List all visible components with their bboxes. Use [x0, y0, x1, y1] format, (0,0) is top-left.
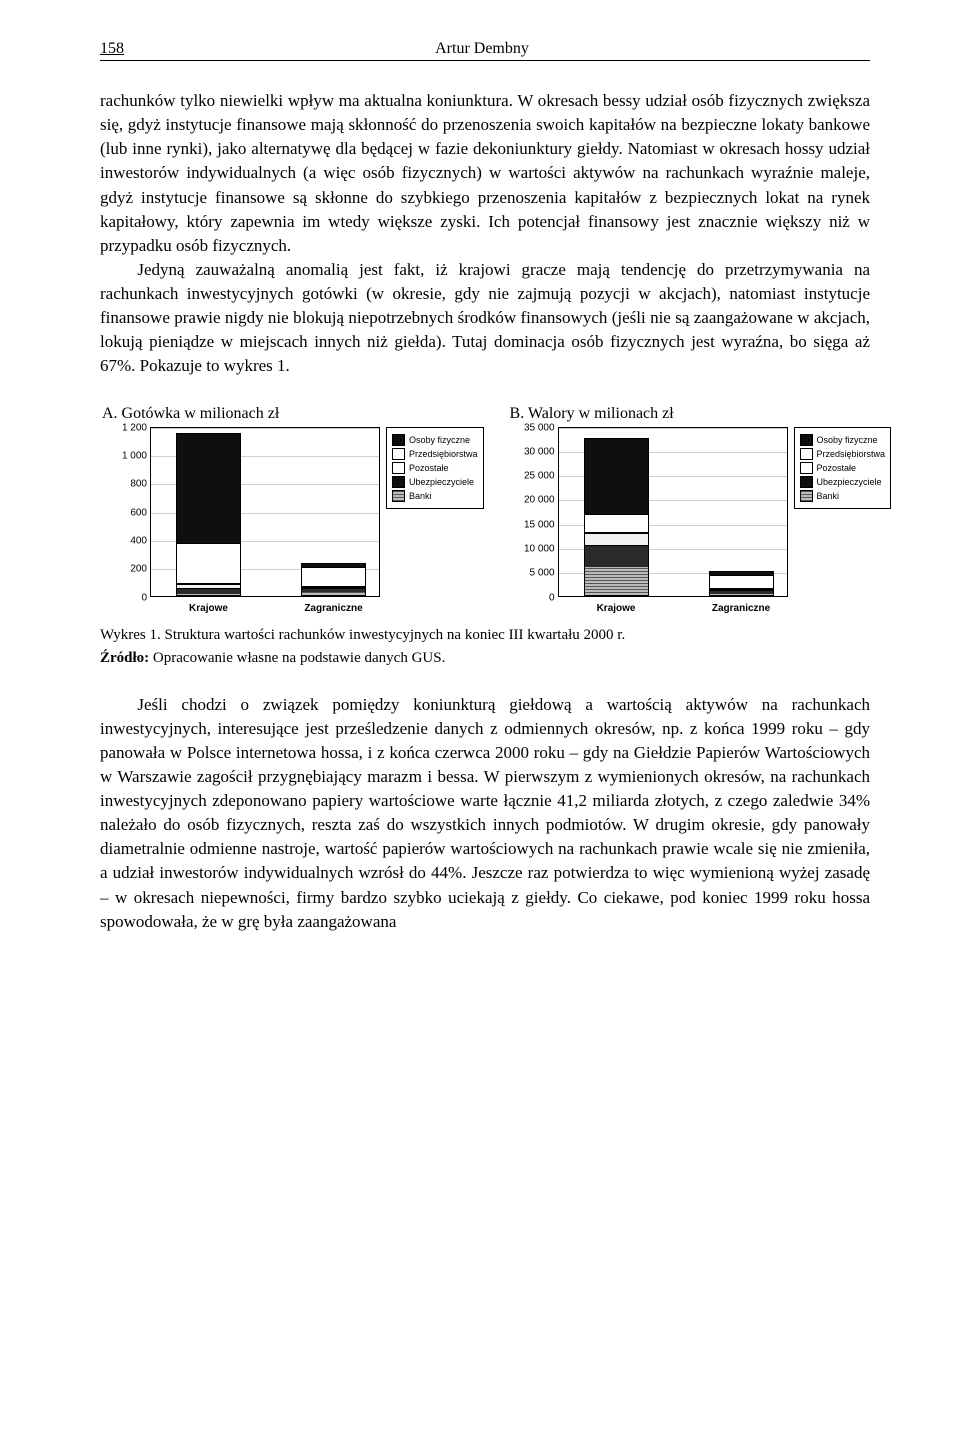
chart-a-panel: A. Gotówka w milionach zł 02004006008001…	[100, 405, 484, 597]
bar-stack	[584, 438, 649, 596]
ytick-label: 800	[101, 479, 147, 490]
ytick-label: 600	[101, 507, 147, 518]
legend-row: Ubezpieczyciele	[800, 476, 886, 488]
bar-segment-osoby_fizyczne	[585, 439, 648, 514]
ytick-label: 200	[101, 564, 147, 575]
paragraph-3: Jeśli chodzi o związek pomiędzy koniunkt…	[100, 693, 870, 934]
ytick-label: 25 000	[509, 471, 555, 482]
figure-source: Źródło: Opracowanie własne na podstawie …	[100, 650, 870, 667]
ytick-label: 30 000	[509, 446, 555, 457]
bar-segment-przedsiebiorstwa	[585, 514, 648, 533]
ytick-label: 400	[101, 535, 147, 546]
ytick-label: 20 000	[509, 495, 555, 506]
x-category-label: Krajowe	[189, 603, 228, 614]
ytick-label: 1 000	[101, 450, 147, 461]
legend-label: Osoby fizyczne	[409, 435, 470, 445]
bar-segment-banki	[585, 567, 648, 595]
bar-segment-banki	[302, 592, 365, 595]
bar-segment-pozostale	[585, 533, 648, 545]
x-category-label: Zagraniczne	[304, 603, 362, 614]
ytick-label: 0	[509, 592, 555, 603]
x-category-label: Zagraniczne	[712, 603, 770, 614]
chart-a-legend: Osoby fizyczne Przedsiębiorstwa Pozostałe U…	[386, 427, 484, 509]
bar-segment-banki	[710, 594, 773, 596]
legend-swatch	[392, 434, 405, 446]
header-author: Artur Dembny	[124, 40, 840, 58]
x-category-label: Krajowe	[597, 603, 636, 614]
legend-label: Przedsiębiorstwa	[817, 449, 886, 459]
figure-source-text: Opracowanie własne na podstawie danych G…	[149, 650, 445, 666]
bar-segment-przedsiebiorstwa	[302, 567, 365, 587]
bar-segment-przedsiebiorstwa	[710, 575, 773, 590]
figure-source-label: Źródło:	[100, 650, 149, 666]
legend-label: Ubezpieczyciele	[817, 477, 882, 487]
page: 158 Artur Dembny rachunków tylko niewiel…	[0, 0, 960, 994]
paragraph-2: Jedyną zauważalną anomalią jest fakt, iż…	[100, 258, 870, 379]
legend-label: Banki	[409, 491, 432, 501]
legend-row: Przedsiębiorstwa	[800, 448, 886, 460]
ytick-label: 10 000	[509, 543, 555, 554]
legend-label: Pozostałe	[409, 463, 449, 473]
chart-a-title: A. Gotówka w milionach zł	[102, 405, 484, 423]
legend-row: Przedsiębiorstwa	[392, 448, 478, 460]
body-text: rachunków tylko niewielki wpływ ma aktua…	[100, 89, 870, 379]
chart-a-plot: 02004006008001 0001 200KrajoweZagraniczn…	[150, 427, 380, 597]
bar-segment-osoby_fizyczne	[177, 434, 240, 543]
legend-row: Banki	[800, 490, 886, 502]
legend-swatch	[392, 490, 405, 502]
ytick-label: 35 000	[509, 422, 555, 433]
legend-row: Pozostałe	[800, 462, 886, 474]
legend-label: Pozostałe	[817, 463, 857, 473]
legend-row: Banki	[392, 490, 478, 502]
chart-b-panel: B. Walory w milionach zł 05 00010 00015 …	[508, 405, 892, 597]
page-header: 158 Artur Dembny	[100, 40, 870, 58]
bar-segment-banki	[177, 594, 240, 596]
legend-swatch	[800, 448, 813, 460]
bar-stack	[176, 433, 241, 596]
legend-swatch	[800, 476, 813, 488]
body-text-2: Jeśli chodzi o związek pomiędzy koniunkt…	[100, 693, 870, 934]
ytick-label: 1 200	[101, 422, 147, 433]
figure-caption: Wykres 1. Struktura wartości rachunków i…	[100, 627, 870, 644]
chart-b-legend: Osoby fizyczne Przedsiębiorstwa Pozostałe U…	[794, 427, 892, 509]
gridline	[151, 428, 379, 429]
legend-label: Ubezpieczyciele	[409, 477, 474, 487]
legend-swatch	[800, 434, 813, 446]
paragraph-1: rachunków tylko niewielki wpływ ma aktua…	[100, 89, 870, 258]
legend-swatch	[392, 462, 405, 474]
legend-row: Osoby fizyczne	[392, 434, 478, 446]
legend-swatch	[392, 476, 405, 488]
ytick-label: 0	[101, 592, 147, 603]
header-rule	[100, 60, 870, 61]
legend-row: Pozostałe	[392, 462, 478, 474]
legend-swatch	[392, 448, 405, 460]
legend-row: Osoby fizyczne	[800, 434, 886, 446]
legend-swatch	[800, 462, 813, 474]
ytick-label: 5 000	[509, 568, 555, 579]
legend-label: Przedsiębiorstwa	[409, 449, 478, 459]
bar-stack	[301, 563, 366, 596]
legend-row: Ubezpieczyciele	[392, 476, 478, 488]
legend-swatch	[800, 490, 813, 502]
chart-b-title: B. Walory w milionach zł	[510, 405, 892, 423]
legend-label: Osoby fizyczne	[817, 435, 878, 445]
bar-segment-przedsiebiorstwa	[177, 543, 240, 584]
ytick-label: 15 000	[509, 519, 555, 530]
page-number: 158	[100, 40, 124, 58]
legend-label: Banki	[817, 491, 840, 501]
bar-segment-ubezpieczyciele	[585, 546, 648, 568]
gridline	[559, 428, 787, 429]
chart-b-plot: 05 00010 00015 00020 00025 00030 00035 0…	[558, 427, 788, 597]
charts-row: A. Gotówka w milionach zł 02004006008001…	[100, 405, 870, 597]
bar-stack	[709, 571, 774, 595]
